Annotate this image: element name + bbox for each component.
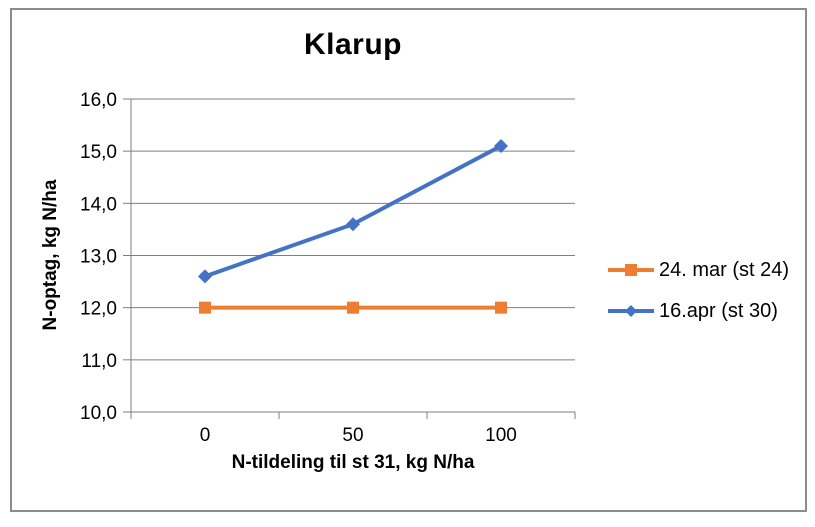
series-marker-0 (495, 301, 507, 314)
y-tick-label: 14,0 (80, 194, 117, 215)
y-tick-label: 13,0 (80, 247, 117, 268)
legend-label-16-apr: 16.apr (st 30) (659, 299, 778, 322)
series-marker-1 (494, 138, 508, 153)
x-tick-label: 50 (342, 425, 363, 446)
chart-title: Klarup (303, 28, 402, 61)
legend-item-16-apr: 16.apr (st 30) (608, 297, 789, 325)
legend-label-24-mar: 24. mar (st 24) (659, 258, 790, 281)
y-tick-label: 15,0 (80, 142, 117, 163)
legend-item-24-mar: 24. mar (st 24) (608, 256, 789, 284)
x-axis-title: N-tildeling til st 31, kg N/ha (231, 452, 475, 473)
chart-frame: Klarup N-optag, kg N/ha 10,0 11,0 12,0 13,0… (10, 8, 807, 512)
y-tick-label: 10,0 (80, 403, 117, 424)
series-marker-0 (347, 301, 359, 314)
series-marker-0 (199, 301, 211, 314)
legend: 24. mar (st 24) 16.apr (st 30) (608, 256, 789, 325)
y-tick-label: 16,0 (80, 90, 117, 111)
series-line-1 (203, 143, 503, 279)
plot-area: 10,0 11,0 12,0 13,0 14,0 15,0 16,0 0 50 100 (80, 90, 576, 446)
series-marker-1 (198, 269, 212, 284)
legend-marker-square-icon (608, 262, 654, 278)
x-tick-label: 0 (200, 425, 211, 446)
legend-marker-diamond-icon (608, 303, 654, 319)
y-tick-label: 12,0 (80, 299, 117, 320)
series-marker-1 (346, 217, 360, 232)
x-tick-label: 100 (485, 425, 517, 446)
y-tick-label: 11,0 (81, 351, 117, 372)
